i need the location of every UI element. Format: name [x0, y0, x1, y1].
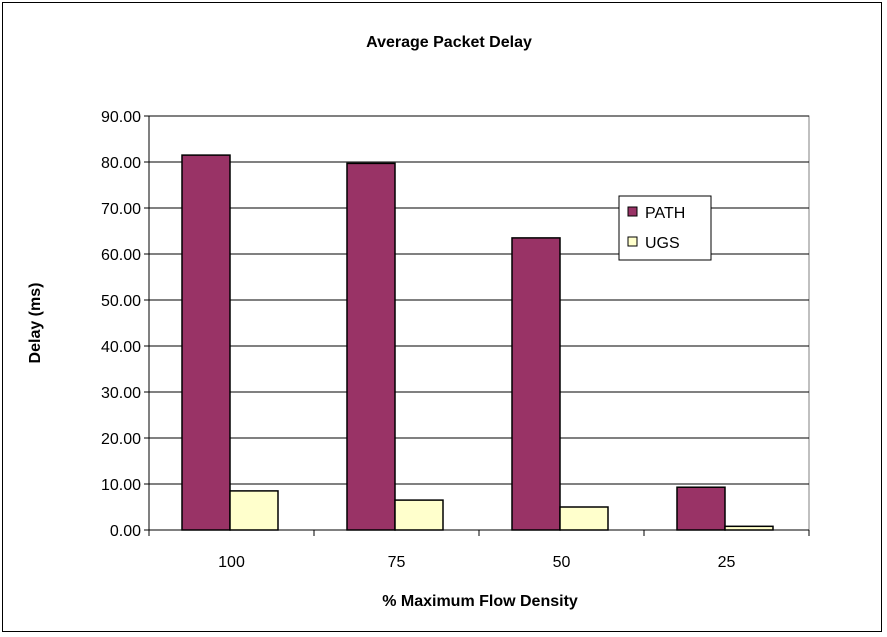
y-tick-label: 60.00 [101, 247, 141, 264]
y-tick-label: 90.00 [101, 109, 141, 126]
bar-path-75 [346, 162, 396, 531]
bar-ugs-25 [724, 525, 774, 531]
plot-area [148, 115, 810, 531]
legend-label-path: PATH [645, 205, 685, 222]
bar-path-100 [181, 154, 231, 531]
bar-ugs-50 [559, 506, 609, 531]
y-tick-label: 50.00 [101, 293, 141, 310]
legend-label-ugs: UGS [645, 235, 680, 252]
y-tick-label: 30.00 [101, 385, 141, 402]
legend: PATH UGS [618, 195, 712, 261]
x-tick-labels: 100 75 50 25 [148, 530, 810, 571]
y-tick-label: 40.00 [101, 339, 141, 356]
y-axis-label: Delay (ms) [27, 283, 44, 364]
y-tick-label: 20.00 [101, 431, 141, 448]
bar-path-25 [676, 486, 726, 531]
y-tick-labels: 0.00 10.00 20.00 30.00 40.00 50.00 60.00 70.00 8… [101, 109, 141, 540]
y-tick-label: 70.00 [101, 201, 141, 218]
bar-path-50 [511, 237, 561, 531]
chart-title: Average Packet Delay [366, 34, 532, 51]
y-tick-label: 0.00 [110, 523, 141, 540]
x-axis-label: % Maximum Flow Density [382, 593, 578, 610]
x-tick-label: 50 [553, 554, 571, 571]
y-tick-label: 10.00 [101, 477, 141, 494]
legend-swatch-path [627, 206, 638, 217]
x-tick-label: 100 [218, 554, 245, 571]
x-tick-label: 25 [718, 554, 736, 571]
y-tick-label: 80.00 [101, 155, 141, 172]
x-tick-label: 75 [388, 554, 406, 571]
bar-ugs-75 [394, 499, 444, 531]
bar-ugs-100 [229, 490, 279, 531]
bars [181, 154, 774, 531]
legend-swatch-ugs [627, 236, 638, 247]
